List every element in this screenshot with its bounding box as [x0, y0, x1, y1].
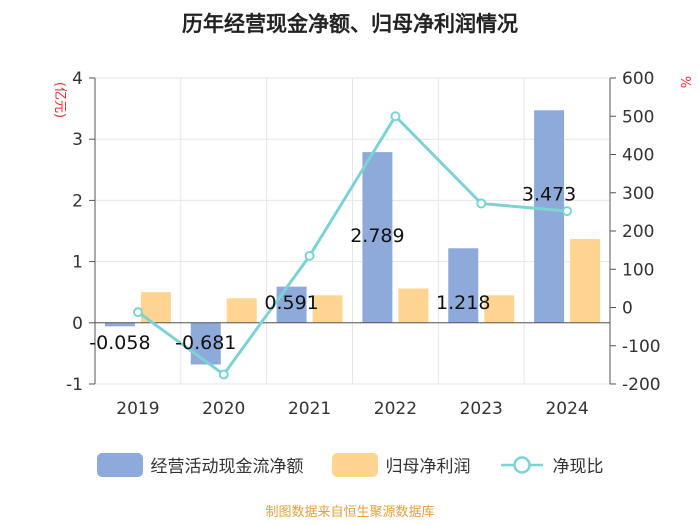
bar-cashflow	[534, 110, 565, 323]
right-axis-tick-label: -100	[622, 337, 661, 357]
bar-netprofit	[226, 298, 257, 323]
legend-item-ratio[interactable]: 净现比	[499, 452, 604, 477]
data-label-cashflow: 2.789	[350, 225, 404, 247]
left-axis-tick-label: 0	[72, 314, 83, 334]
point-ratio	[562, 206, 573, 217]
x-axis-tick-label: 2024	[545, 399, 588, 419]
left-axis-tick-label: 4	[72, 69, 83, 89]
point-ratio	[218, 369, 229, 380]
data-label-cashflow: 1.218	[436, 292, 490, 314]
point-ratio	[132, 307, 143, 318]
right-axis-tick-label: 200	[622, 222, 654, 242]
legend: 经营活动现金流净额 归母净利润 净现比	[0, 452, 700, 477]
bar-cashflow	[104, 322, 135, 327]
legend-swatch-cashflow	[96, 452, 143, 477]
bar-cashflow	[362, 152, 393, 323]
x-axis-tick-label: 2021	[288, 399, 331, 419]
left-axis-tick-label: 2	[72, 191, 83, 211]
source-note: 制图数据来自恒生聚源数据库	[265, 505, 435, 520]
data-label-cashflow: 3.473	[522, 183, 576, 205]
legend-swatch-netprofit	[331, 452, 378, 477]
bar-cashflow	[448, 248, 479, 323]
legend-label-ratio: 净现比	[552, 457, 604, 477]
bar-netprofit	[312, 295, 343, 323]
right-axis-label: %	[677, 76, 692, 88]
left-axis-tick-label: 1	[72, 253, 83, 273]
right-axis-tick-label: -200	[622, 375, 661, 395]
point-ratio	[476, 198, 487, 209]
right-axis-tick-label: 300	[622, 184, 654, 204]
legend-label-netprofit: 归母净利润	[385, 457, 471, 477]
x-axis-tick-label: 2022	[374, 399, 417, 419]
left-axis-tick-label: -1	[66, 375, 83, 395]
data-label-cashflow: -0.058	[89, 332, 150, 354]
data-label-cashflow: -0.681	[175, 332, 236, 354]
combo-chart: -1 0 1 2 3 4 (亿元) -200 -100 0 100 200 300 400 500 600 % 2…	[52, 69, 692, 419]
legend-swatch-ratio	[500, 455, 543, 474]
x-axis-tick-label: 2023	[460, 399, 503, 419]
left-axis-label: (亿元)	[52, 82, 67, 118]
bar-netprofit	[484, 295, 515, 323]
bar-netprofit	[570, 238, 601, 323]
right-axis-tick-label: 0	[622, 299, 633, 319]
x-axis-tick-label: 2019	[116, 399, 159, 419]
legend-item-cashflow[interactable]: 经营活动现金流净额	[96, 452, 304, 477]
right-axis-tick-label: 500	[622, 107, 654, 127]
legend-label-cashflow: 经营活动现金流净额	[150, 457, 304, 477]
series-line-ratio	[137, 113, 568, 377]
bar-cashflow	[190, 322, 221, 365]
data-label-cashflow: 0.591	[264, 292, 318, 314]
x-axis-tick-label: 2020	[202, 399, 245, 419]
right-axis-tick-label: 600	[622, 69, 654, 89]
bar-netprofit	[398, 288, 429, 323]
point-ratio	[304, 250, 315, 261]
left-axis-tick-label: 3	[72, 130, 83, 150]
chart-title: 历年经营现金净额、归母净利润情况	[182, 12, 518, 36]
legend-item-netprofit[interactable]: 归母净利润	[331, 452, 471, 477]
right-axis-tick-label: 400	[622, 146, 654, 166]
point-ratio	[390, 111, 401, 122]
right-axis-tick-label: 100	[622, 260, 654, 280]
